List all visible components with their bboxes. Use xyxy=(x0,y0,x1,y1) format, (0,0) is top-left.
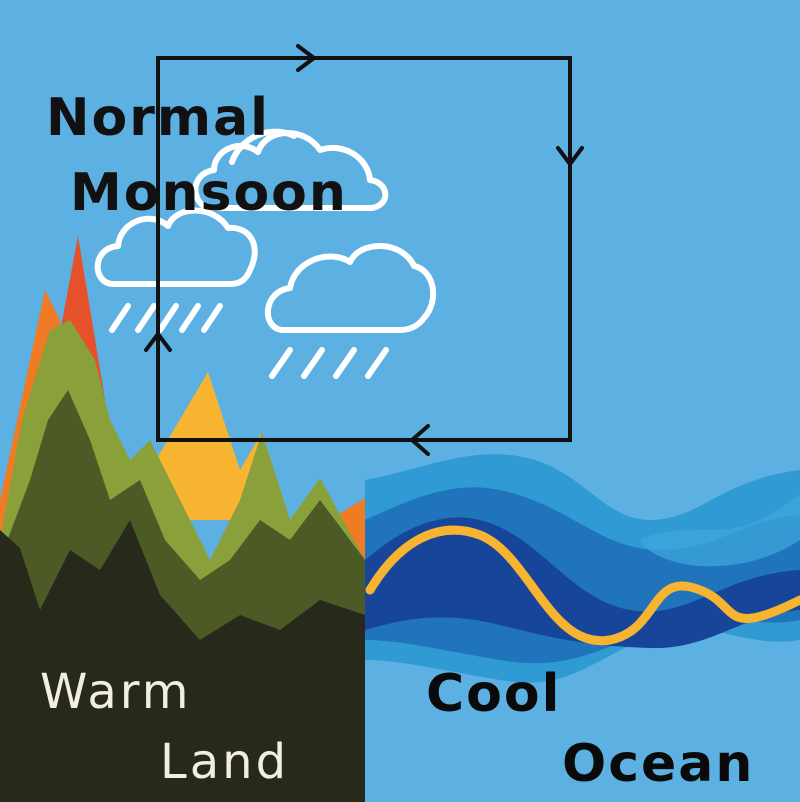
cloud-with-rain-icon xyxy=(265,243,436,379)
arrow-up-icon xyxy=(144,332,172,352)
title-line-2: Monsoon xyxy=(70,163,348,223)
mountain-dark-layer xyxy=(0,520,365,802)
cloud-with-rain-icon xyxy=(94,207,258,333)
arrow-down-icon xyxy=(556,146,584,166)
land-label-line-1: Warm xyxy=(40,664,192,720)
ocean-waves xyxy=(365,454,800,683)
ocean-label-line-1: Cool xyxy=(426,664,562,724)
title-line-1: Normal xyxy=(46,88,270,148)
clouds xyxy=(94,128,436,379)
ocean-label-line-2: Ocean xyxy=(562,734,755,794)
land-label-line-2: Land xyxy=(160,734,290,790)
arrow-left-icon xyxy=(410,424,430,456)
wave-accent-line xyxy=(365,525,800,646)
cloud-icon xyxy=(192,128,389,211)
land-mountains xyxy=(0,236,365,802)
arrow-right-icon xyxy=(296,44,316,72)
circulation-loop xyxy=(144,44,584,456)
wave-dark-band xyxy=(365,517,800,649)
wave-light-swirl xyxy=(640,495,800,567)
